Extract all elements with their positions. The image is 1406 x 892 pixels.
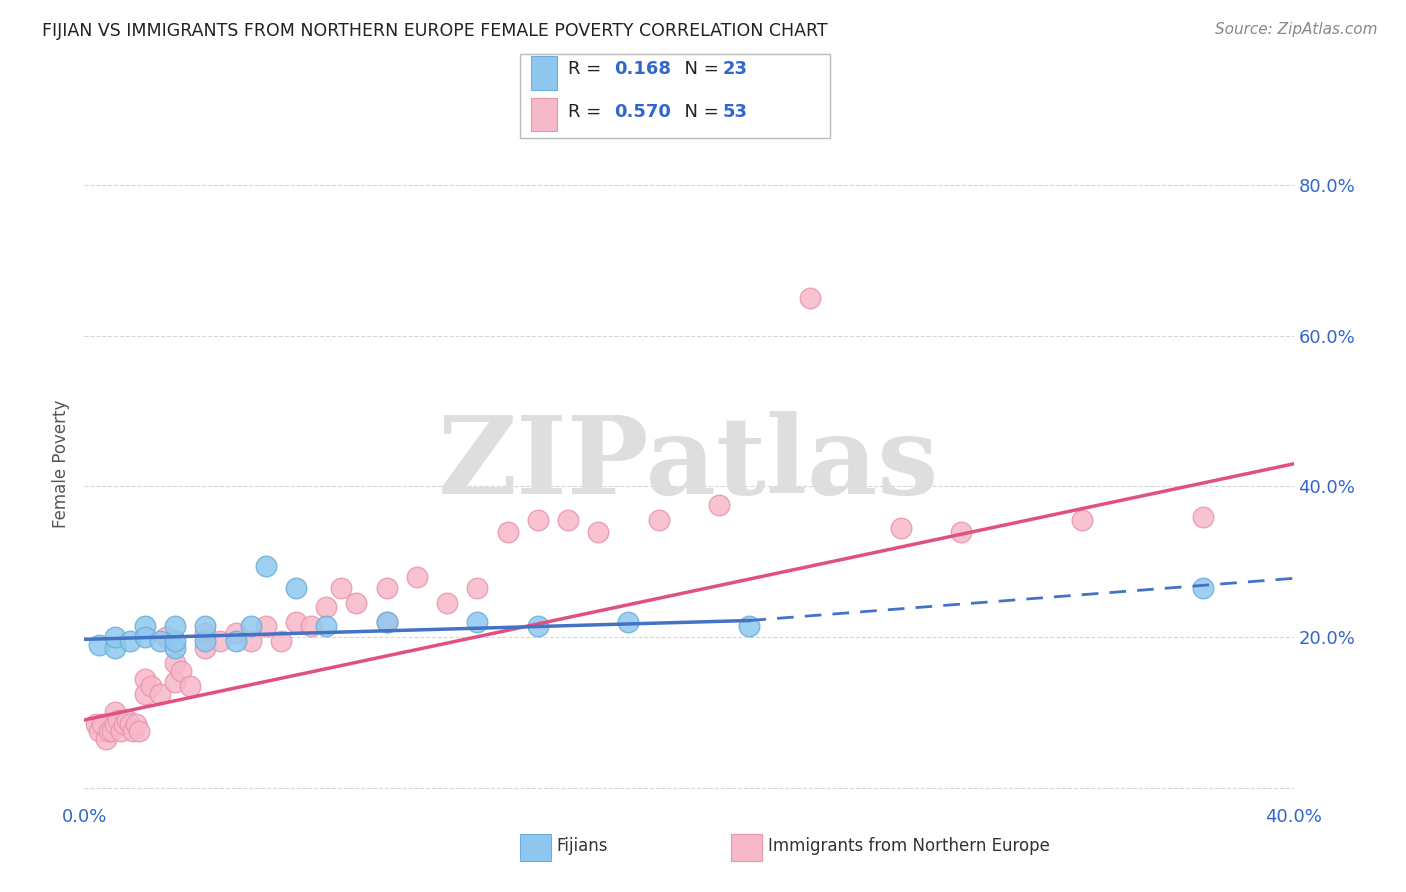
Point (149, 633, 172, 648)
Point (110, 724, 132, 739)
Y-axis label: Female Poverty: Female Poverty (52, 400, 70, 528)
Text: Source: ZipAtlas.com: Source: ZipAtlas.com (1215, 22, 1378, 37)
Point (134, 619, 156, 633)
Point (375, 615, 398, 629)
Point (121, 724, 143, 739)
Point (104, 706, 127, 720)
Point (134, 687, 156, 701)
Point (467, 581, 489, 595)
Point (194, 633, 217, 648)
Point (225, 633, 247, 648)
Point (115, 713, 138, 727)
Text: R =: R = (568, 103, 607, 120)
Point (118, 716, 141, 731)
Point (284, 615, 308, 629)
Text: ZIPatlas: ZIPatlas (439, 411, 939, 516)
Point (100, 724, 122, 739)
Text: R =: R = (568, 61, 607, 78)
Point (170, 664, 193, 678)
Text: 0.570: 0.570 (614, 103, 671, 120)
Point (1071, 513, 1094, 527)
Point (125, 716, 148, 731)
Point (194, 626, 217, 640)
Point (97, 724, 120, 739)
Point (617, 615, 640, 629)
Point (89, 724, 111, 739)
Text: 0.168: 0.168 (614, 61, 672, 78)
Point (315, 599, 337, 614)
Text: Fijians: Fijians (557, 837, 609, 855)
Point (375, 581, 398, 595)
Point (330, 581, 353, 595)
Text: 23: 23 (723, 61, 748, 78)
Point (1191, 581, 1213, 595)
Point (890, 521, 912, 535)
Point (112, 716, 135, 731)
Point (709, 498, 731, 512)
Point (225, 626, 247, 640)
Text: 53: 53 (723, 103, 748, 120)
Point (155, 630, 177, 644)
Point (254, 558, 277, 573)
Point (239, 633, 262, 648)
Point (950, 524, 973, 539)
Text: Immigrants from Northern Europe: Immigrants from Northern Europe (768, 837, 1049, 855)
Point (738, 619, 761, 633)
Point (647, 513, 671, 527)
Point (118, 633, 141, 648)
Point (1191, 509, 1213, 524)
Point (91, 716, 114, 731)
Point (86, 716, 108, 731)
Point (194, 641, 217, 656)
Point (270, 633, 292, 648)
Point (179, 679, 201, 693)
Point (163, 675, 186, 690)
Point (134, 672, 156, 686)
Text: FIJIAN VS IMMIGRANTS FROM NORTHERN EUROPE FEMALE POVERTY CORRELATION CHART: FIJIAN VS IMMIGRANTS FROM NORTHERN EUROP… (42, 22, 828, 40)
Point (163, 619, 186, 633)
Point (588, 524, 610, 539)
Point (436, 596, 458, 610)
Point (94, 731, 117, 746)
Point (107, 713, 129, 727)
Text: N =: N = (673, 61, 725, 78)
Point (209, 633, 232, 648)
Point (375, 615, 398, 629)
Point (526, 513, 548, 527)
Point (139, 679, 162, 693)
Point (163, 633, 186, 648)
Point (315, 619, 337, 633)
Point (128, 724, 150, 739)
Point (467, 615, 489, 629)
Point (299, 619, 322, 633)
Point (194, 619, 217, 633)
Point (557, 513, 579, 527)
Point (799, 291, 821, 305)
Point (134, 630, 156, 644)
Point (149, 687, 172, 701)
Point (104, 630, 127, 644)
Point (89, 638, 111, 652)
Point (104, 716, 127, 731)
Text: N =: N = (673, 103, 725, 120)
Point (163, 641, 186, 656)
Point (346, 596, 368, 610)
Point (163, 657, 186, 671)
Point (406, 570, 429, 584)
Point (284, 581, 308, 595)
Point (104, 641, 127, 656)
Point (239, 619, 262, 633)
Point (526, 619, 548, 633)
Point (254, 619, 277, 633)
Point (496, 524, 519, 539)
